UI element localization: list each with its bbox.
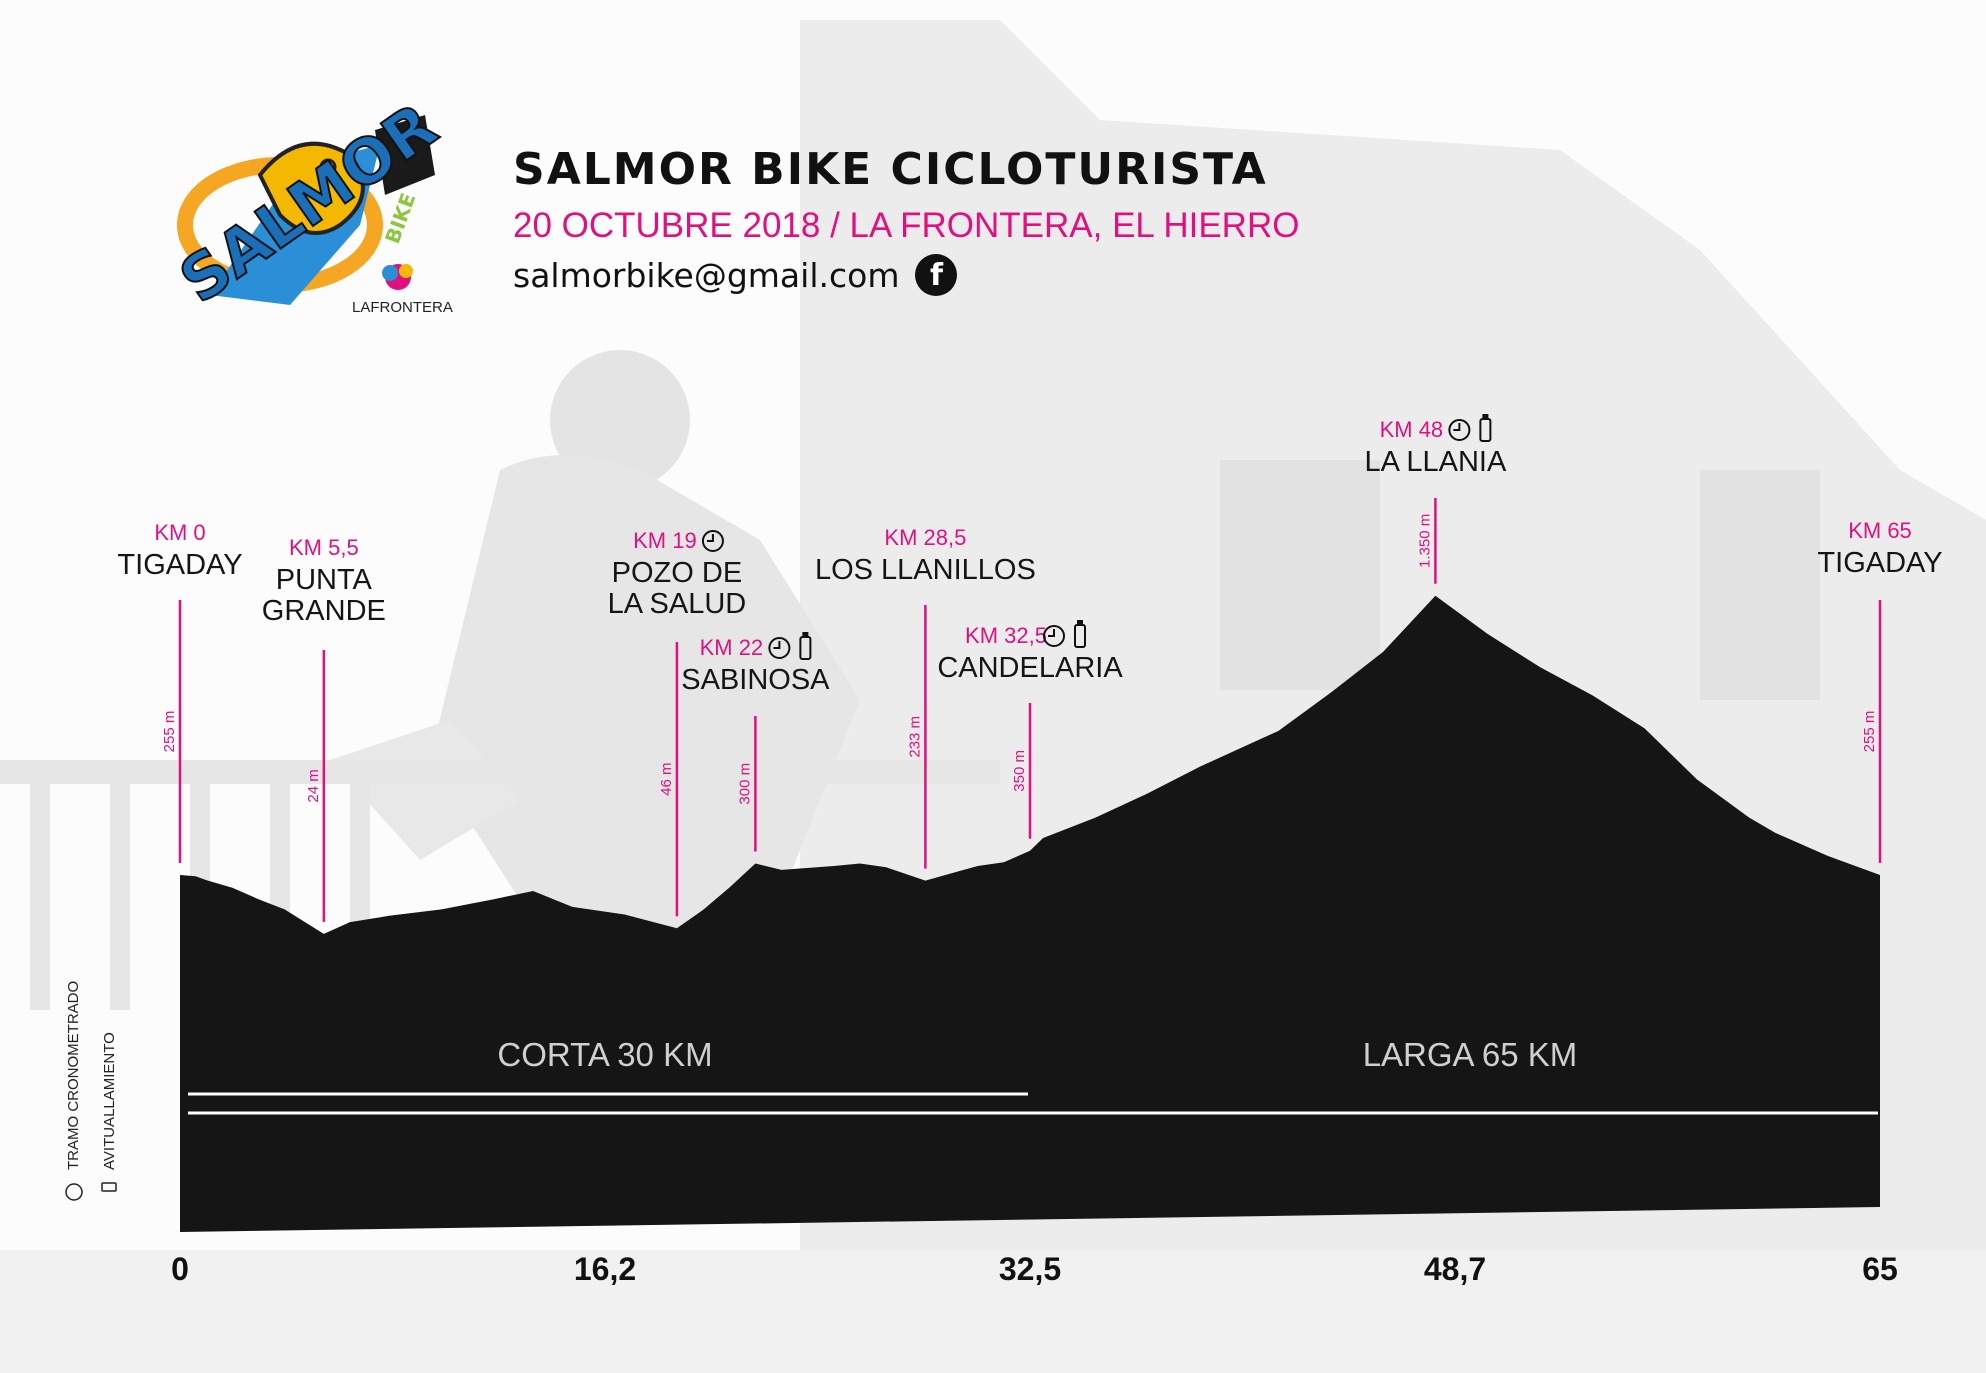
waypoint-name: SABINOSA (681, 664, 830, 696)
event-title: SALMOR BIKE CICLOTURISTA (513, 144, 1268, 195)
clock-icon (768, 637, 791, 659)
elevation-label: 350 m (1011, 750, 1028, 792)
event-date-location: 20 OCTUBRE 2018 / LA FRONTERA, EL HIERRO (513, 206, 1300, 245)
bottle-icon (1074, 620, 1086, 648)
elevation-label: 255 m (161, 711, 178, 753)
waypoint: 255 m KM 0 TIGADAY (117, 520, 243, 863)
contact-email[interactable]: salmorbike@gmail.com (513, 255, 900, 295)
legend: TRAMO CRONOMETRADO AVITUALLAMIENTO (65, 981, 118, 1201)
x-tick-label: 32,5 (999, 1251, 1061, 1287)
clock-icon (1448, 419, 1471, 441)
waypoint-name: CANDELARIA (937, 652, 1123, 684)
elevation-label: 300 m (736, 763, 753, 805)
waypoint-km: KM 48 (1380, 417, 1444, 442)
waypoint: 300 m KM 22 SABINOSA (681, 632, 830, 852)
bottle-icon (1479, 414, 1492, 442)
waypoint: 255 m KM 65 TIGADAY (1817, 518, 1943, 863)
legend-item: AVITUALLAMIENTO (101, 1032, 118, 1192)
x-tick-label: 16,2 (574, 1251, 636, 1287)
profile-area (180, 595, 1880, 1232)
waypoint-name: LA LLANIA (1364, 446, 1507, 478)
waypoint: 350 m KM 32,5 CANDELARIA (937, 620, 1123, 839)
waypoint-km: KM 19 (633, 528, 697, 553)
salmor-bike-logo: SALMOR BIKE LAFRONTERA (170, 105, 453, 318)
waypoint-km: KM 0 (154, 520, 205, 545)
waypoint-name: POZO DE (612, 557, 743, 589)
route-lines: CORTA 30 KM LARGA 65 KM (188, 1036, 1878, 1115)
elevation-label: 24 m (305, 769, 322, 802)
waypoint-km: KM 5,5 (289, 535, 359, 560)
bottle-icon (101, 1182, 117, 1192)
bottle-icon (799, 632, 812, 660)
waypoint-name: GRANDE (262, 595, 386, 627)
waypoint-km: KM 32,5 (965, 623, 1047, 648)
x-tick-label: 0 (171, 1251, 189, 1287)
clock-icon (1043, 625, 1065, 647)
x-tick-label: 65 (1862, 1251, 1898, 1287)
legend-item: TRAMO CRONOMETRADO (65, 981, 83, 1201)
waypoint-name: TIGADAY (1817, 547, 1942, 579)
waypoint: 46 m KM 19 POZO DELA SALUD (608, 528, 747, 917)
legend-label: AVITUALLAMIENTO (101, 1032, 118, 1170)
x-tick-label: 48,7 (1424, 1251, 1486, 1287)
clock-icon (701, 530, 724, 552)
legend-label: TRAMO CRONOMETRADO (65, 981, 82, 1170)
waypoint-km: KM 65 (1848, 518, 1912, 543)
route-label: CORTA 30 KM (497, 1036, 712, 1073)
waypoint-name: PUNTA (276, 564, 373, 596)
facebook-icon[interactable]: f (915, 254, 958, 296)
contact-row: salmorbike@gmail.com f (513, 254, 958, 296)
elevation-label: 1.350 m (1416, 514, 1433, 568)
elevation-label: 255 m (1861, 711, 1878, 753)
elevation-label: 46 m (658, 762, 675, 795)
x-axis-ticks: 0 16,2 32,5 48,7 65 (171, 1251, 1898, 1287)
waypoint-name: LOS LLANILLOS (815, 554, 1036, 586)
clock-icon (65, 1183, 83, 1201)
sponsor-logo-text: LAFRONTERA (352, 299, 453, 316)
waypoint-name: LA SALUD (608, 588, 747, 620)
elevation-label: 233 m (906, 716, 923, 758)
waypoint: 1.350 m KM 48 LA LLANIA (1364, 414, 1507, 584)
waypoint-km: KM 22 (700, 635, 764, 660)
waypoint: 233 m KM 28,5 LOS LLANILLOS (815, 525, 1036, 869)
waypoint-km: KM 28,5 (884, 525, 966, 550)
waypoint-name: TIGADAY (117, 549, 242, 581)
route-label: LARGA 65 KM (1363, 1036, 1578, 1073)
